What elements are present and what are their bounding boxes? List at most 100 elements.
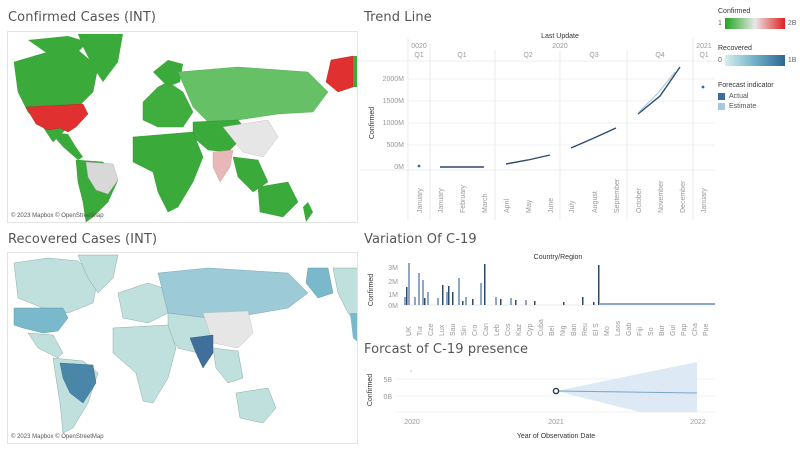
forecast-legend-title: Forecast indicator xyxy=(718,82,774,89)
estimate-swatch xyxy=(718,102,725,110)
svg-text:February: February xyxy=(460,184,467,213)
map-credit[interactable]: © 2023 Mapbox © OpenStreetMap xyxy=(11,213,104,219)
legend-item-estimate[interactable]: Estimate xyxy=(718,102,774,112)
svg-text:Ban: Ban xyxy=(571,323,578,336)
svg-text:Q1: Q1 xyxy=(699,52,708,59)
confirmed-legend-max: 2B xyxy=(787,20,797,27)
svg-text:Q1: Q1 xyxy=(457,52,466,59)
svg-text:Pue: Pue xyxy=(703,323,710,336)
trend-line-title: Trend Line xyxy=(364,10,432,25)
svg-text:Cos: Cos xyxy=(505,323,512,336)
svg-text:0B: 0B xyxy=(383,394,392,401)
svg-text:June: June xyxy=(548,198,555,213)
svg-text:500M: 500M xyxy=(386,142,404,149)
confirmed-legend: Confirmed 1 2B xyxy=(718,8,796,29)
svg-text:Mo: Mo xyxy=(604,326,611,336)
trend-header: Last Update xyxy=(541,33,579,40)
svg-text:Reu: Reu xyxy=(582,323,589,336)
confirmed-legend-min: 1 xyxy=(718,20,722,27)
svg-text:Q4: Q4 xyxy=(655,52,664,59)
svg-text:January: January xyxy=(701,188,708,213)
svg-text:Confirmed: Confirmed xyxy=(367,374,374,406)
svg-text:Sau: Sau xyxy=(450,323,457,336)
variation-title: Variation Of C-19 xyxy=(364,232,477,247)
svg-text:Bur: Bur xyxy=(659,324,666,336)
svg-text:1500M: 1500M xyxy=(383,98,405,105)
svg-text:2020: 2020 xyxy=(552,43,568,50)
svg-text:Q1: Q1 xyxy=(414,52,423,59)
svg-text:Bel: Bel xyxy=(549,325,556,336)
svg-text:2000M: 2000M xyxy=(383,76,405,83)
svg-text:0M: 0M xyxy=(394,164,404,171)
svg-text:3M: 3M xyxy=(388,265,398,272)
svg-text:Gui: Gui xyxy=(670,325,677,336)
svg-text:Lux: Lux xyxy=(439,324,446,336)
svg-text:September: September xyxy=(614,178,621,213)
svg-text:July: July xyxy=(569,200,576,213)
svg-text:2021: 2021 xyxy=(696,43,712,50)
forecast-title: Forcast of C-19 presence xyxy=(364,342,529,357)
svg-text:2M: 2M xyxy=(388,279,398,286)
recovered-map-title: Recovered Cases (INT) xyxy=(8,232,158,247)
svg-text:So: So xyxy=(648,327,655,336)
svg-text:Cyp: Cyp xyxy=(527,323,534,336)
svg-text:Tur: Tur xyxy=(417,325,424,336)
svg-text:November: November xyxy=(658,180,665,213)
svg-text:December: December xyxy=(680,180,687,213)
svg-text:Leb: Leb xyxy=(494,324,501,336)
recovered-color-ramp xyxy=(724,55,785,66)
variation-bar-chart[interactable]: Country/Region Confirmed 3M 2M 1M 0M UK … xyxy=(360,250,715,338)
svg-text:May: May xyxy=(526,199,533,213)
recovered-legend: Recovered 0 1B xyxy=(718,45,796,66)
recovered-map-shapes xyxy=(13,254,357,434)
svg-text:October: October xyxy=(636,187,643,213)
svg-text:Gab: Gab xyxy=(626,323,633,336)
forecast-chart[interactable]: Confirmed 5B 0B 2020 2021 2022 Year of O… xyxy=(360,360,715,445)
svg-text:Q3: Q3 xyxy=(589,52,598,59)
svg-text:0020: 0020 xyxy=(411,43,427,50)
svg-text:Kaz: Kaz xyxy=(516,323,523,336)
map-credit[interactable]: © 2023 Mapbox © OpenStreetMap xyxy=(11,434,104,440)
svg-text:Country/Region: Country/Region xyxy=(534,254,583,261)
confirmed-color-ramp xyxy=(724,18,785,29)
confirmed-map-shapes xyxy=(13,34,357,222)
svg-text:August: August xyxy=(592,191,599,213)
svg-text:2020: 2020 xyxy=(404,419,420,426)
svg-text:Cze: Cze xyxy=(428,323,435,336)
svg-text:Cro: Cro xyxy=(472,325,479,336)
svg-text:5B: 5B xyxy=(383,377,392,384)
svg-text:2021: 2021 xyxy=(548,419,564,426)
confirmed-cases-map[interactable]: © 2023 Mapbox © OpenStreetMap xyxy=(7,31,358,223)
svg-text:Pap: Pap xyxy=(681,323,688,336)
svg-text:0M: 0M xyxy=(388,303,398,310)
svg-text:April: April xyxy=(504,199,511,213)
confirmed-map-title: Confirmed Cases (INT) xyxy=(8,10,157,25)
svg-text:Cuba: Cuba xyxy=(538,319,545,336)
svg-text:Fiji: Fiji xyxy=(637,327,644,336)
forecast-legend: Forecast indicator Actual Estimate xyxy=(718,82,774,112)
svg-text:January: January xyxy=(438,188,445,213)
svg-text:Year of Observation Date: Year of Observation Date xyxy=(517,433,595,440)
svg-text:1000M: 1000M xyxy=(383,120,405,127)
svg-text:January: January xyxy=(417,188,424,213)
trend-line-chart[interactable]: Last Update 0020 Q1 2020 Q1 Q2 Q3 Q4 202… xyxy=(360,28,715,220)
svg-text:1M: 1M xyxy=(388,292,398,299)
svg-text:2022: 2022 xyxy=(690,419,706,426)
recovered-cases-map[interactable]: © 2023 Mapbox © OpenStreetMap xyxy=(7,252,358,444)
svg-text:Can: Can xyxy=(483,323,490,336)
svg-text:Sin: Sin xyxy=(461,326,468,336)
confirmed-legend-title: Confirmed xyxy=(718,8,751,15)
svg-text:Cha: Cha xyxy=(692,323,699,336)
svg-text:Laos: Laos xyxy=(615,320,622,336)
actual-swatch xyxy=(718,92,725,100)
recovered-legend-min: 0 xyxy=(718,57,722,64)
svg-text:Nig: Nig xyxy=(560,325,567,336)
recovered-legend-max: 1B xyxy=(787,57,797,64)
recovered-legend-title: Recovered xyxy=(718,45,752,52)
svg-text:El S: El S xyxy=(593,323,600,336)
svg-text:Q2: Q2 xyxy=(523,52,532,59)
svg-text:Confirmed: Confirmed xyxy=(368,274,375,306)
svg-text:UK: UK xyxy=(406,326,413,336)
legend-item-actual[interactable]: Actual xyxy=(718,92,774,102)
svg-text:Confirmed: Confirmed xyxy=(369,107,376,139)
